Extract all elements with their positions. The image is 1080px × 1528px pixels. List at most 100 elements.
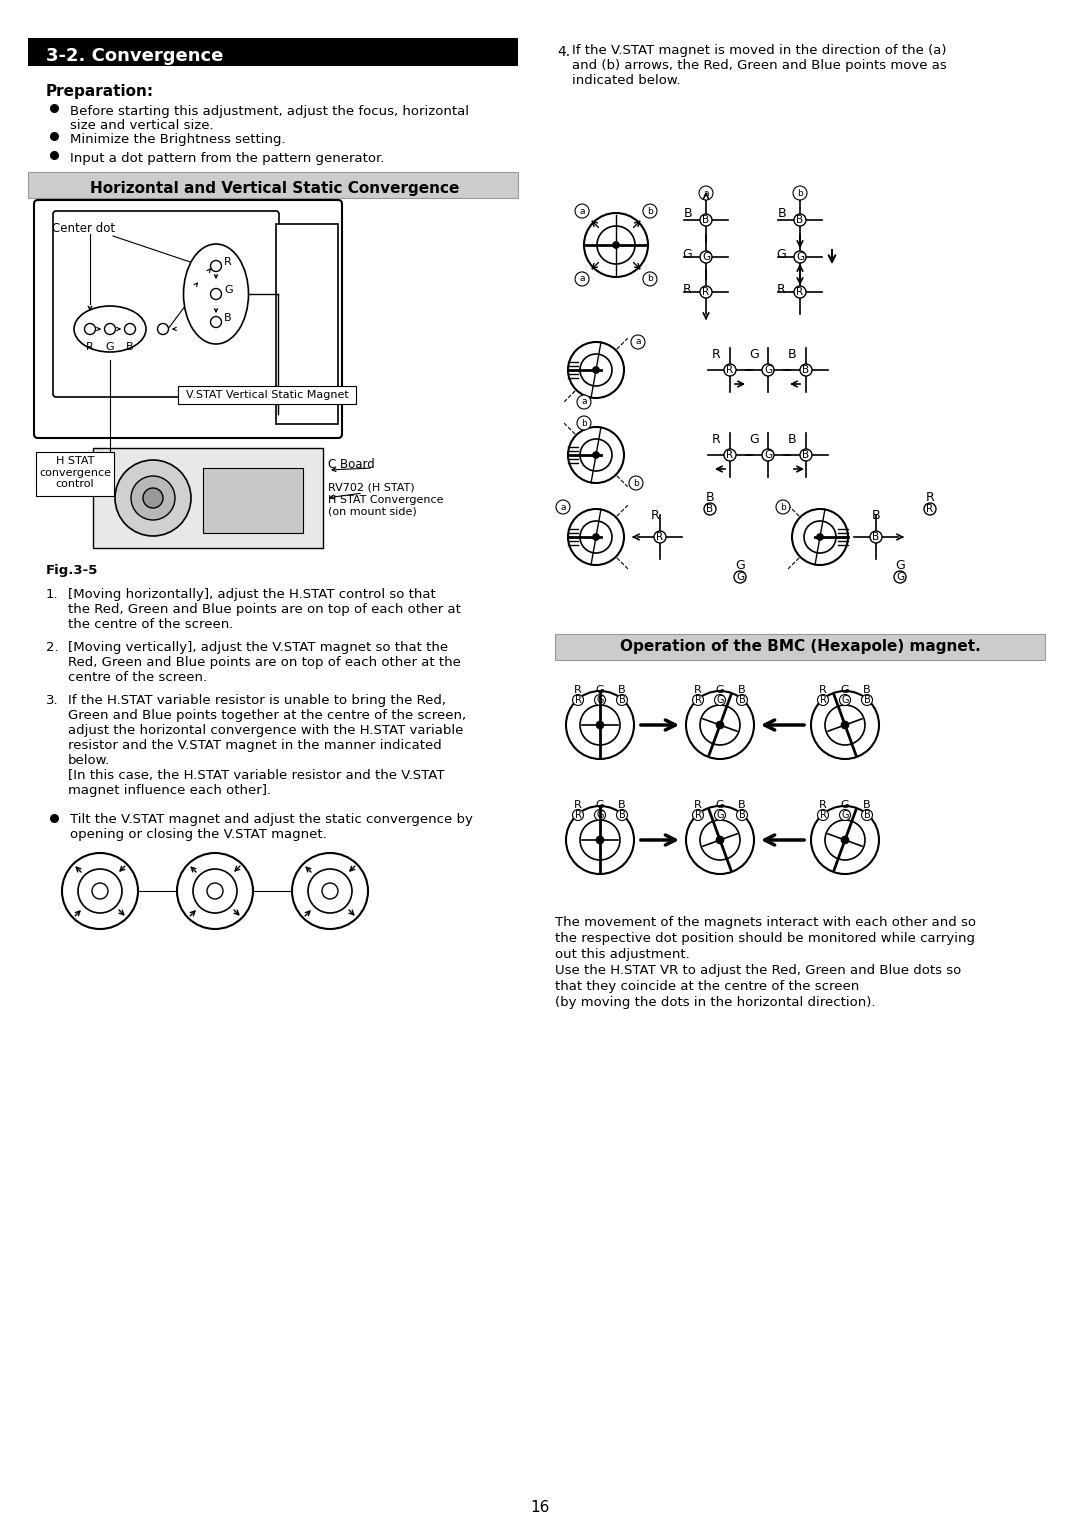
- Circle shape: [724, 449, 735, 461]
- Circle shape: [724, 364, 735, 376]
- Text: R: R: [684, 283, 692, 296]
- Text: below.: below.: [68, 753, 110, 767]
- Bar: [178, 387, 356, 403]
- Text: Operation of the BMC (Hexapole) magnet.: Operation of the BMC (Hexapole) magnet.: [620, 640, 981, 654]
- Circle shape: [818, 810, 828, 821]
- Circle shape: [572, 695, 583, 706]
- Text: (by moving the dots in the horizontal direction).: (by moving the dots in the horizontal di…: [555, 996, 876, 1008]
- Circle shape: [211, 289, 221, 299]
- Text: B: B: [873, 532, 879, 542]
- Text: If the V.STAT magnet is moved in the direction of the (a)
and (b) arrows, the Re: If the V.STAT magnet is moved in the dir…: [572, 44, 947, 87]
- Text: B: B: [126, 342, 134, 351]
- Circle shape: [715, 695, 726, 706]
- Text: B: B: [863, 801, 870, 810]
- Text: R: R: [820, 810, 826, 821]
- Bar: [555, 634, 1045, 660]
- Text: R: R: [694, 810, 701, 821]
- Text: R: R: [820, 695, 826, 704]
- Text: 3.: 3.: [46, 694, 58, 707]
- Circle shape: [92, 883, 108, 898]
- Circle shape: [839, 810, 851, 821]
- Circle shape: [825, 704, 865, 746]
- Text: G: G: [840, 685, 849, 695]
- Text: the Red, Green and Blue points are on top of each other at: the Red, Green and Blue points are on to…: [68, 604, 461, 616]
- Text: R: R: [796, 287, 804, 296]
- Text: resistor and the V.STAT magnet in the manner indicated: resistor and the V.STAT magnet in the ma…: [68, 740, 442, 752]
- Circle shape: [143, 487, 163, 507]
- Circle shape: [593, 451, 599, 458]
- Text: C Board: C Board: [328, 458, 375, 471]
- Text: R: R: [575, 695, 581, 704]
- Text: Use the H.STAT VR to adjust the Red, Green and Blue dots so: Use the H.STAT VR to adjust the Red, Gre…: [555, 964, 961, 976]
- Text: Horizontal and Vertical Static Convergence: Horizontal and Vertical Static Convergen…: [91, 180, 460, 196]
- Circle shape: [62, 853, 138, 929]
- Circle shape: [794, 286, 806, 298]
- Text: a: a: [635, 338, 640, 347]
- Circle shape: [596, 721, 604, 729]
- Circle shape: [692, 810, 703, 821]
- Text: a: a: [561, 503, 566, 512]
- Circle shape: [131, 477, 175, 520]
- Text: B: B: [618, 801, 625, 810]
- Text: G: G: [735, 571, 744, 582]
- Text: G: G: [683, 248, 692, 261]
- Text: B: B: [739, 685, 746, 695]
- Circle shape: [762, 364, 774, 376]
- Circle shape: [804, 521, 836, 553]
- Circle shape: [84, 324, 95, 335]
- Text: B: B: [787, 432, 796, 446]
- Text: B: B: [619, 810, 625, 821]
- Text: G: G: [716, 685, 725, 695]
- Circle shape: [580, 704, 620, 746]
- Text: a: a: [579, 275, 584, 283]
- Text: H STAT
convergence
control: H STAT convergence control: [39, 455, 111, 489]
- Circle shape: [105, 324, 116, 335]
- Text: G: G: [596, 695, 604, 704]
- Circle shape: [584, 212, 648, 277]
- Text: G: G: [735, 559, 745, 571]
- Text: that they coincide at the centre of the screen: that they coincide at the centre of the …: [555, 979, 860, 993]
- Bar: [93, 448, 323, 549]
- Text: R: R: [702, 287, 710, 296]
- Circle shape: [700, 286, 712, 298]
- Text: Fig.3-5: Fig.3-5: [46, 564, 98, 578]
- Circle shape: [580, 354, 612, 387]
- Text: Green and Blue points together at the centre of the screen,: Green and Blue points together at the ce…: [68, 709, 467, 723]
- Text: R: R: [927, 504, 933, 513]
- Circle shape: [617, 810, 627, 821]
- Text: B: B: [619, 695, 625, 704]
- Circle shape: [716, 836, 724, 843]
- Circle shape: [924, 503, 936, 515]
- Text: adjust the horizontal convergence with the H.STAT variable: adjust the horizontal convergence with t…: [68, 724, 463, 736]
- Circle shape: [593, 533, 599, 541]
- Circle shape: [841, 721, 849, 729]
- Text: G: G: [716, 801, 725, 810]
- Circle shape: [580, 821, 620, 860]
- Text: b: b: [647, 206, 652, 215]
- Circle shape: [593, 367, 599, 373]
- Text: B: B: [872, 509, 880, 523]
- Circle shape: [643, 272, 657, 286]
- Text: 16: 16: [530, 1500, 550, 1514]
- Text: B: B: [802, 451, 810, 460]
- Circle shape: [818, 695, 828, 706]
- Bar: [28, 38, 518, 66]
- Circle shape: [699, 186, 713, 200]
- Circle shape: [792, 509, 848, 565]
- Text: R: R: [694, 801, 702, 810]
- Circle shape: [207, 883, 222, 898]
- Text: Minimize the Brightness setting.: Minimize the Brightness setting.: [70, 133, 285, 147]
- Circle shape: [158, 324, 168, 335]
- Text: B: B: [224, 313, 231, 322]
- Circle shape: [78, 869, 122, 914]
- Text: B: B: [787, 348, 796, 361]
- Text: V.STAT Vertical Static Magnet: V.STAT Vertical Static Magnet: [186, 390, 349, 400]
- Text: G: G: [716, 810, 724, 821]
- Circle shape: [793, 186, 807, 200]
- Text: G: G: [750, 348, 759, 361]
- Circle shape: [594, 695, 606, 706]
- Text: G: G: [596, 801, 605, 810]
- Text: B: B: [618, 685, 625, 695]
- Circle shape: [716, 721, 724, 729]
- Circle shape: [686, 691, 754, 759]
